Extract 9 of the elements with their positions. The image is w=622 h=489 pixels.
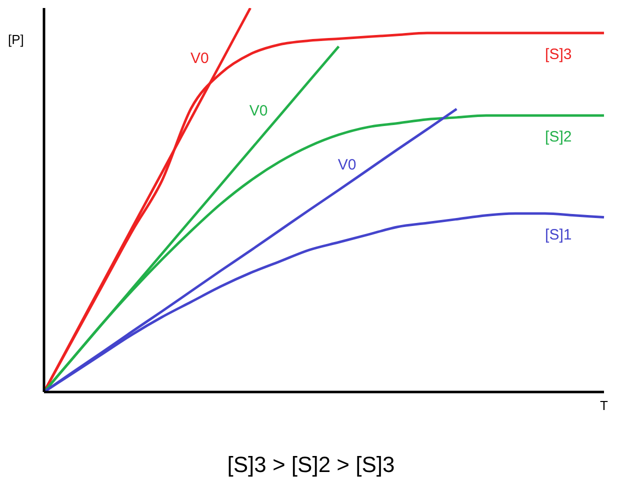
series-label: [S]1 bbox=[545, 226, 572, 244]
text: [S]3 > [S]2 > [S]3 bbox=[226, 452, 396, 478]
series-label: V0 bbox=[190, 50, 209, 67]
y-axis-title: [P] bbox=[8, 32, 24, 47]
series-label: [S]3 bbox=[545, 46, 572, 63]
x-axis-title: T bbox=[600, 398, 608, 413]
series-label: V0 bbox=[338, 156, 356, 174]
series-label: [S]2 bbox=[545, 128, 572, 146]
series-label: V0 bbox=[249, 102, 268, 120]
